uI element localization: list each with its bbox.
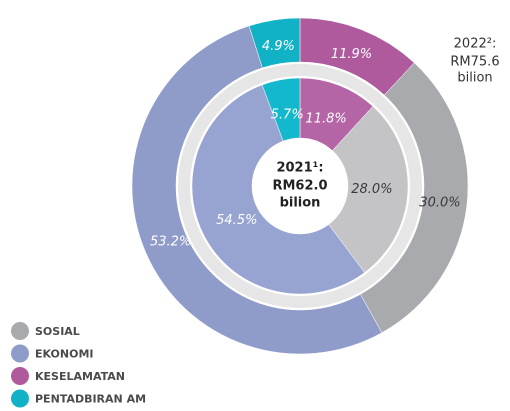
legend-label: KESELAMATAN [35,370,125,383]
center-label: 2021¹: [276,161,323,176]
donut-slice [248,17,301,69]
legend-swatch [11,344,29,363]
legend-label: PENTADBIRAN AM [35,393,146,406]
value-label: 30.0% [419,195,460,210]
value-label: 28.0% [351,182,392,197]
value-label: 5.7% [271,108,304,123]
legend-label: EKONOMI [35,348,94,361]
value-label: 11.8% [305,111,346,126]
outer-label: 2022²: [454,37,497,52]
donut-slice [191,84,365,295]
value-label: 54.5% [216,213,257,228]
center-label: RM62.0 [272,179,327,194]
legend-label: SOSIAL [35,325,80,338]
value-label: 53.2% [150,234,191,249]
donut-slice [261,77,301,142]
legend-swatch [11,389,29,408]
outer-label: RM75.6 [450,55,499,70]
center-label: bilion [280,196,321,211]
value-label: 4.9% [262,39,295,54]
outer-label: bilion [457,71,492,86]
donut-slice [360,62,469,334]
legend-swatch [11,322,29,340]
donut-slice [328,105,409,273]
legend-swatch [11,367,29,385]
ring-separator [178,64,422,308]
donut-slice [131,25,383,355]
value-label: 11.9% [331,47,372,62]
